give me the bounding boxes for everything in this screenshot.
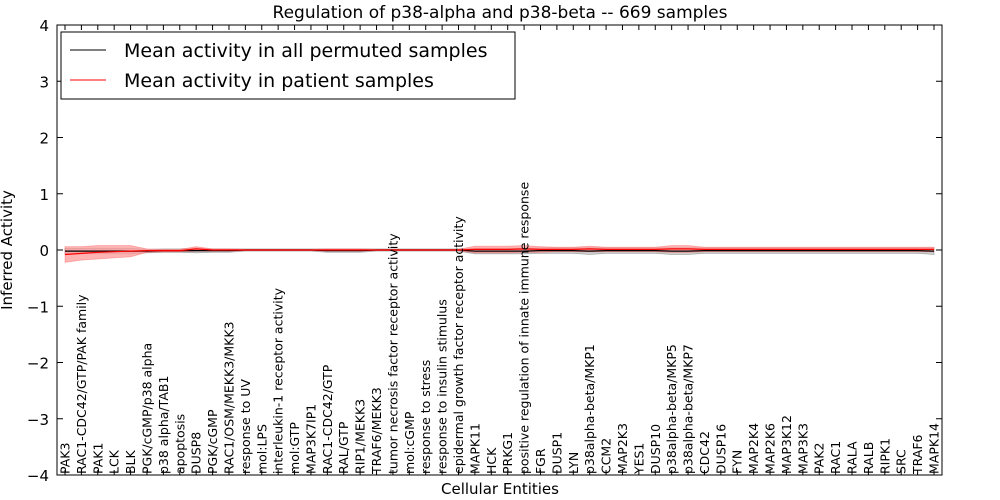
y-tick-label: −4 [27, 467, 49, 485]
x-tick-label: RAC1-CDC42/GTP/PAK family [74, 294, 89, 474]
y-tick-label: 4 [39, 17, 49, 35]
x-tick-label: MAP3K3 [795, 423, 810, 474]
x-tick-label: PGK/cGMP/p38 alpha [140, 343, 155, 474]
x-tick-label: LCK [107, 449, 122, 474]
line-series-0 [65, 249, 935, 252]
x-tick-label: LYN [566, 452, 581, 474]
x-tick-label: response to stress [418, 360, 433, 474]
x-tick-label: PAK1 [90, 443, 105, 474]
x-tick-label: PGK/cGMP [205, 409, 220, 474]
legend: Mean activity in all permuted samples Me… [60, 31, 516, 100]
x-tick-label: mol:LPS [254, 424, 269, 474]
x-axis-label: Cellular Entities [441, 480, 559, 498]
x-tick-label: CDC42 [697, 431, 712, 474]
y-tick-label: −2 [27, 355, 49, 373]
x-tick-label: RALB [861, 442, 876, 474]
chart-title: Regulation of p38-alpha and p38-beta -- … [273, 3, 728, 23]
x-tick-label: epidermal growth factor receptor activit… [451, 216, 466, 474]
x-tick-label: PAK3 [58, 443, 73, 474]
x-tick-label: RAC1 [828, 441, 843, 474]
x-tick-label: DUSP16 [713, 424, 728, 474]
x-tick-label: MAP3K12 [779, 415, 794, 474]
y-tick-label: 0 [39, 242, 49, 260]
x-tick-label: RAC1/OSM/MEKK3/MKK3 [222, 321, 237, 474]
x-tick-label: RAC1-CDC42/GTP [320, 364, 335, 474]
x-tick-label: YES1 [631, 443, 646, 475]
y-tick-label: −1 [27, 298, 49, 316]
x-tick-label: DUSP10 [648, 424, 663, 474]
line-series-1 [64, 248, 934, 256]
x-tick-label: positive regulation of innate immune res… [517, 182, 532, 474]
x-tick-label: PAK2 [812, 443, 827, 474]
legend-label-patient: Mean activity in patient samples [124, 70, 434, 92]
y-tick-label: 1 [39, 186, 49, 204]
x-tick-label: HCK [484, 447, 499, 474]
x-tick-label: tumor necrosis factor receptor activity [385, 233, 400, 474]
x-axis: PAK3 RAC1-CDC42/GTP/PAK family PAK1 LCK BLK P… [58, 25, 942, 475]
x-tick-label: PRKG1 [500, 432, 515, 474]
x-tick-label: FYN [730, 450, 745, 474]
x-tick-label: MAPK11 [467, 423, 482, 474]
y-axis-label: Inferred Activity [0, 190, 16, 310]
x-tick-label: MAPK14 [927, 423, 942, 474]
legend-box [60, 31, 516, 100]
x-tick-label: response to UV [238, 379, 253, 474]
x-tick-label: MAP2K6 [763, 423, 778, 474]
series-lines [64, 248, 935, 256]
y-tick-label: 3 [39, 73, 49, 91]
x-tick-label: FGR [533, 448, 548, 474]
x-tick-label: TRAF6 [910, 434, 925, 475]
x-tick-label: MAP2K3 [615, 423, 630, 474]
y-tick-label: 2 [39, 130, 49, 148]
x-tick-label: MAP2K4 [746, 423, 761, 474]
x-tick-label: TRAF6/MEKK3 [369, 387, 384, 475]
x-tick-label: RALA [845, 441, 860, 474]
x-tick-label: DUSP8 [189, 432, 204, 474]
x-tick-label: RIP1/MEKK3 [353, 399, 368, 474]
x-tick-label: DUSP1 [549, 432, 564, 474]
x-tick-label: mol:cGMP [402, 411, 417, 474]
confidence-bands [64, 245, 935, 263]
x-tick-label: p38 alpha/TAB1 [156, 376, 171, 474]
legend-label-permuted: Mean activity in all permuted samples [124, 40, 487, 62]
x-tick-label: p38alpha-beta/MKP7 [681, 344, 696, 474]
x-tick-label: mol:GTP [287, 422, 302, 474]
x-tick-label: CCM2 [599, 438, 614, 474]
x-tick-label: apoptosis [172, 414, 187, 474]
x-tick-label: SRC [894, 449, 909, 474]
y-axis: 4 3 2 1 0 −1 −2 −3 −4 [27, 17, 942, 485]
y-tick-label: −3 [27, 411, 49, 429]
x-tick-label: p38alpha-beta/MKP1 [582, 344, 597, 474]
x-tick-label: MAP3K7IP1 [303, 404, 318, 474]
x-tick-label: p38alpha-beta/MKP5 [664, 344, 679, 474]
x-tick-label: RAL/GTP [336, 421, 351, 474]
x-tick-label: BLK [123, 449, 138, 474]
x-tick-label: response to insulin stimulus [435, 299, 450, 474]
x-tick-label: interleukin-1 receptor activity [271, 287, 286, 474]
x-tick-label: RIPK1 [877, 438, 892, 474]
